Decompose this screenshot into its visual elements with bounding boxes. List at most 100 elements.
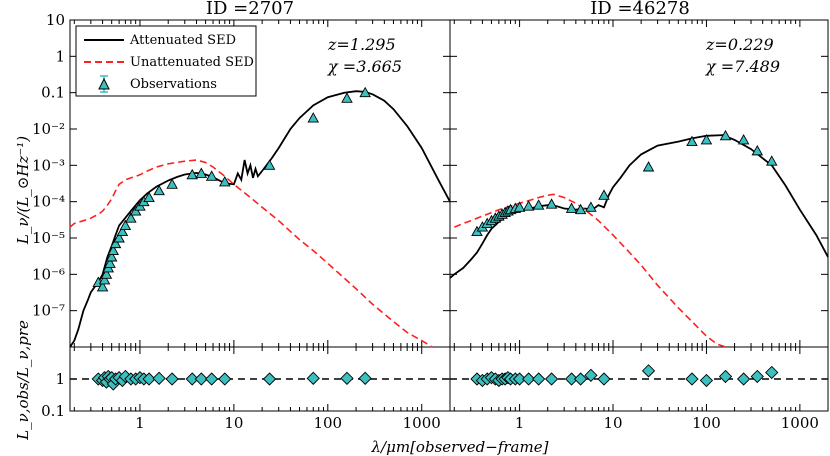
x-tick-label: 1000 xyxy=(403,414,441,432)
observation-triangle xyxy=(143,191,155,202)
x-tick-label: 1 xyxy=(515,414,525,432)
observation-triangle xyxy=(119,219,132,231)
ratio-diamond xyxy=(340,371,354,385)
observation-triangle xyxy=(98,274,111,285)
y-tick-label: 10⁻³ xyxy=(32,156,65,174)
attenuated-sed-line-left xyxy=(69,90,451,348)
ratio-diamond xyxy=(512,372,527,386)
observation-triangle xyxy=(186,168,198,180)
ratio-diamond xyxy=(750,369,764,384)
observation-triangle xyxy=(105,251,118,262)
ratio-diamond xyxy=(262,372,277,386)
ratio-diamond xyxy=(205,372,219,386)
left-redshift: z=1.295 xyxy=(327,35,396,54)
y-tick-label: 10⁻⁷ xyxy=(32,302,65,320)
ratio-diamond xyxy=(194,372,208,386)
ratio-diamond xyxy=(597,372,611,386)
observation-triangle xyxy=(109,237,122,249)
observation-triangle xyxy=(153,184,165,196)
unattenuated-sed-line-left xyxy=(69,159,433,348)
observation-triangle xyxy=(116,225,129,237)
observation-triangle xyxy=(686,135,698,147)
legend-observations-label: Observations xyxy=(130,77,217,92)
legend-unattenuated-label: Unattenuated SED xyxy=(130,55,254,70)
y-tick-label: 1 xyxy=(55,47,65,65)
observation-triangle xyxy=(719,129,732,141)
ratio-diamond xyxy=(685,372,699,386)
x-tick-label: 100 xyxy=(692,414,721,432)
legend-attenuated-label: Attenuated SED xyxy=(129,33,236,48)
observation-triangle xyxy=(219,175,231,187)
legend-observation-triangle xyxy=(98,77,110,90)
y-tick-label: 10⁻² xyxy=(32,120,65,138)
observation-triangle xyxy=(195,167,208,178)
y-axis-label-bottom: L_ν,obs/L_ν,pre xyxy=(14,320,32,441)
observation-triangle xyxy=(642,161,655,172)
ratio-diamond xyxy=(699,373,714,388)
ratio-diamond xyxy=(573,372,588,386)
legend: Attenuated SED Unattenuated SED Observat… xyxy=(75,25,257,97)
ratio-diamond xyxy=(765,365,779,380)
ratio-diamond xyxy=(358,371,372,385)
left-chi2: χ =3.665 xyxy=(327,57,402,76)
observation-triangle xyxy=(359,86,371,98)
observation-triangle xyxy=(522,200,535,211)
x-tick-label: 1000 xyxy=(781,414,819,432)
right-chi2: χ =7.489 xyxy=(705,57,780,76)
observation-triangle xyxy=(737,134,750,145)
observation-triangle xyxy=(341,92,353,103)
observation-triangle xyxy=(166,178,178,189)
y-tick-label: 10⁻⁴ xyxy=(32,193,65,211)
ratio-diamond xyxy=(165,372,179,386)
y-tick-label: 10 xyxy=(46,11,65,29)
observation-triangle xyxy=(263,159,276,170)
ratio-diamond xyxy=(532,372,546,386)
left-panel-title: ID =2707 xyxy=(206,0,294,19)
observation-triangle xyxy=(700,134,713,145)
observation-triangle xyxy=(100,268,113,279)
observation-triangle xyxy=(307,112,320,123)
observation-triangle xyxy=(104,257,116,268)
x-tick-label: 10 xyxy=(603,414,622,432)
ratio-diamond xyxy=(521,372,536,386)
observation-triangle xyxy=(113,232,125,243)
observation-triangle xyxy=(765,155,778,166)
x-tick-label: 100 xyxy=(313,414,342,432)
ratio-diamond xyxy=(564,372,579,386)
observation-triangle xyxy=(751,144,764,156)
observation-triangle xyxy=(574,203,587,215)
y-tick-label: 10⁻⁵ xyxy=(32,229,65,247)
y-axis-label-top: L_ν/(L_⊙Hz⁻¹) xyxy=(14,136,32,245)
ratio-diamond xyxy=(641,364,656,378)
observation-triangle xyxy=(205,170,218,181)
observation-triangle xyxy=(532,199,545,210)
observation-triangle xyxy=(513,201,526,212)
observation-triangle xyxy=(545,198,558,209)
ratio-y-tick-label: 1 xyxy=(55,370,65,388)
ratio-diamond xyxy=(736,372,751,386)
unattenuated-sed-line-right xyxy=(454,193,726,348)
ratio-diamond xyxy=(544,372,559,386)
y-tick-label: 10⁻⁶ xyxy=(32,265,65,283)
right-axis-ticks: 1 10 100 1000 xyxy=(450,19,829,432)
observation-triangle xyxy=(96,281,109,292)
observation-triangle xyxy=(565,202,578,213)
ratio-diamond xyxy=(306,371,320,385)
observation-triangle xyxy=(585,201,597,212)
ratio-diamond xyxy=(142,372,156,386)
left-axis-ticks: 1 10 100 100010⁻⁷10⁻⁶10⁻⁵10⁻⁴10⁻³10⁻²0.1110… xyxy=(32,11,451,432)
right-panel-title: ID =46278 xyxy=(590,0,690,19)
x-tick-label: 10 xyxy=(224,414,243,432)
ratio-diamond xyxy=(152,371,166,385)
observation-points xyxy=(91,86,779,391)
x-tick-label: 1 xyxy=(135,414,145,432)
x-axis-label: λ/μm[observed−frame] xyxy=(371,438,549,456)
ratio-diamond xyxy=(218,372,232,386)
ratio-diamond xyxy=(185,372,199,386)
sed-curves xyxy=(69,90,829,348)
y-tick-label: 0.1 xyxy=(41,84,65,102)
ratio-diamond xyxy=(718,369,733,384)
observation-triangle xyxy=(107,244,120,256)
ratio-y-tick-label: 0.1 xyxy=(41,402,65,420)
